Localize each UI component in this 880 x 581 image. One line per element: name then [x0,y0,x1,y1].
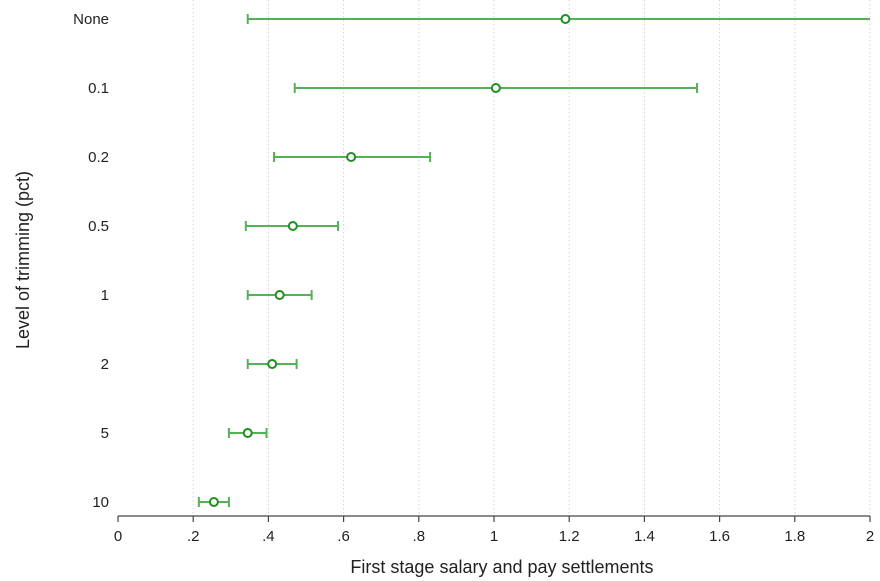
y-tick-label: 0.5 [88,218,109,235]
x-axis-title: First stage salary and pay settlements [350,557,653,577]
x-tick-label: 0 [114,528,122,545]
x-tick-label: .8 [413,528,426,545]
x-tick-label: .2 [187,528,200,545]
y-tick-label: 0.1 [88,80,109,97]
x-tick-label: 1 [490,528,498,545]
y-tick-label: None [73,11,109,28]
x-tick-label: 1.8 [784,528,805,545]
x-tick-label: 1.6 [709,528,730,545]
y-tick-label: 10 [92,494,109,511]
x-tick-label: 1.4 [634,528,655,545]
x-tick-label: .4 [262,528,275,545]
y-tick-label: 0.2 [88,149,109,166]
x-tick-label: 1.2 [559,528,580,545]
estimate-point [287,221,298,231]
estimate-point [274,290,285,300]
estimate-point [560,14,571,24]
y-tick-labels: None 0.1 0.2 0.5 1 2 5 10 [73,11,109,511]
x-axis: 0 .2 .4 .6 .8 1 1.2 1.4 1.6 1.8 2 [114,515,874,545]
grid-lines [192,0,871,516]
y-tick-label: 1 [101,287,109,304]
x-tick-label: 2 [866,528,874,545]
estimate-point [346,152,357,162]
y-tick-label: 5 [101,425,109,442]
y-tick-label: 2 [101,356,109,373]
estimate-point [490,83,501,93]
estimate-point [242,428,253,438]
estimate-point [208,497,219,507]
estimate-series [197,14,870,507]
estimate-point [267,359,278,369]
y-axis-title: Level of trimming (pct) [13,171,33,349]
x-tick-label: .6 [337,528,350,545]
